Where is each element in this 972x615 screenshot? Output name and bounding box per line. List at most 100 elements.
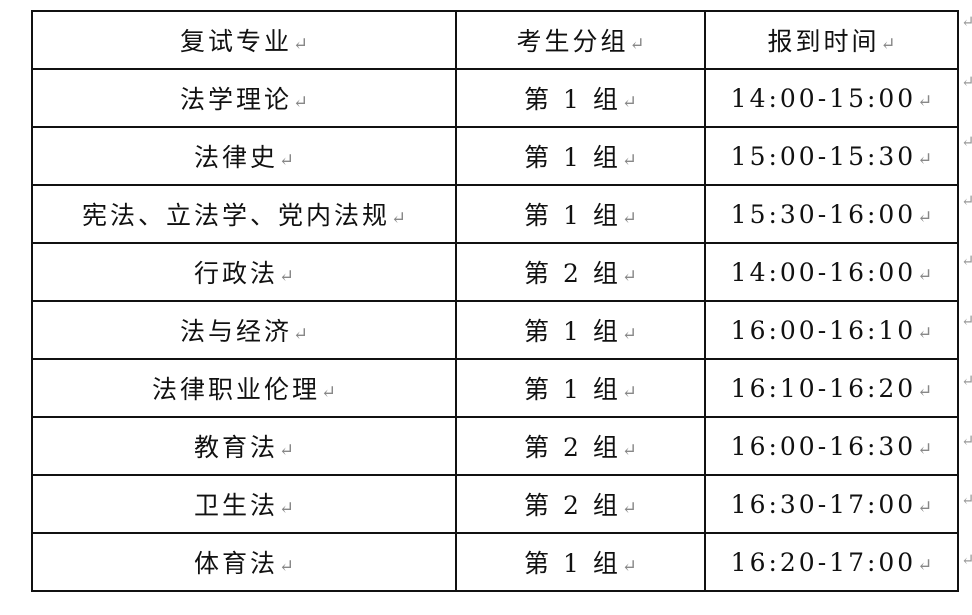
paragraph-return-icon: ↵ (629, 34, 645, 55)
cell-text: 法学理论 (179, 85, 292, 114)
header-row: 复试专业↵ 考生分组↵ 报到时间↵ (31, 10, 959, 70)
row-end-mark-icon: ↵ (961, 311, 972, 330)
paragraph-return-icon: ↵ (278, 150, 295, 171)
cell-text: 法与经济 (179, 317, 292, 346)
cell-text: 法律史 (193, 143, 278, 172)
major-cell: 宪法、立法学、党内法规↵ (31, 184, 457, 244)
group-cell: 第 1 组↵ (455, 68, 706, 128)
time-cell: 14:00-15:00↵ (704, 68, 959, 128)
paragraph-return-icon: ↵ (621, 498, 637, 519)
major-cell: 行政法↵ (31, 242, 457, 302)
table-row: 法学理论↵ 第 1 组↵ 14:00-15:00↵ (31, 68, 959, 128)
paragraph-return-icon: ↵ (917, 264, 933, 286)
table-row: 教育法↵ 第 2 组↵ 16:00-16:30↵ (31, 416, 959, 476)
paragraph-return-icon: ↵ (621, 556, 637, 577)
group-cell: 第 1 组↵ (455, 300, 706, 360)
row-end-mark-icon: ↵ (961, 490, 972, 510)
major-cell: 教育法↵ (31, 416, 457, 476)
cell-text: 报到时间 (767, 27, 880, 56)
table-row: 法律史↵ 第 1 组↵ 15:00-15:30↵ (31, 126, 959, 186)
cell-text: 第 1 组 (524, 85, 621, 114)
row-end-mark-icon: ↵ (961, 550, 972, 570)
table-row: 法律职业伦理↵ 第 1 组↵ 16:10-16:20↵ (31, 358, 959, 418)
major-cell: 卫生法↵ (31, 474, 457, 534)
cell-text: 体育法 (193, 549, 278, 578)
major-cell: 法律史↵ (31, 126, 457, 186)
row-end-mark-icon: ↵ (961, 12, 972, 31)
table-row: 法与经济↵ 第 1 组↵ 16:00-16:10↵ (31, 300, 959, 360)
paragraph-return-icon: ↵ (621, 382, 637, 403)
paragraph-return-icon: ↵ (917, 206, 933, 228)
cell-text: 16:00-16:10 (730, 315, 917, 345)
paragraph-return-icon: ↵ (320, 382, 337, 403)
cell-text: 卫生法 (193, 491, 278, 520)
paragraph-return-icon: ↵ (390, 208, 407, 229)
table-row: 卫生法↵ 第 2 组↵ 16:30-17:00↵ (31, 474, 959, 534)
major-cell: 法学理论↵ (31, 68, 457, 128)
cell-text: 14:00-15:00 (730, 83, 917, 113)
cell-text: 第 2 组 (524, 433, 621, 462)
cell-text: 15:00-15:30 (730, 141, 917, 171)
paragraph-return-icon: ↵ (917, 438, 933, 460)
group-cell: 第 1 组↵ (455, 184, 706, 244)
paragraph-return-icon: ↵ (917, 496, 933, 518)
major-cell: 法与经济↵ (31, 300, 457, 360)
cell-text: 第 1 组 (524, 375, 621, 404)
paragraph-return-icon: ↵ (278, 498, 295, 519)
group-cell: 第 1 组↵ (455, 126, 706, 186)
row-end-mark-icon: ↵ (961, 71, 972, 91)
cell-text: 16:20-17:00 (730, 547, 917, 577)
paragraph-return-icon: ↵ (278, 440, 295, 461)
paragraph-return-icon: ↵ (292, 324, 309, 345)
header-group-cell: 考生分组↵ (455, 10, 706, 70)
cell-text: 复试专业 (179, 27, 292, 56)
time-cell: 15:00-15:30↵ (704, 126, 959, 186)
cell-text: 16:00-16:30 (730, 431, 917, 461)
cell-text: 第 1 组 (524, 317, 621, 346)
table-row: 宪法、立法学、党内法规↵ 第 1 组↵ 15:30-16:00↵ (31, 184, 959, 244)
group-cell: 第 2 组↵ (455, 416, 706, 476)
paragraph-return-icon: ↵ (278, 266, 295, 287)
table-row: 体育法↵ 第 1 组↵ 16:20-17:00↵ (31, 532, 959, 592)
time-cell: 16:00-16:10↵ (704, 300, 959, 360)
header-major-cell: 复试专业↵ (31, 10, 457, 70)
cell-text: 16:10-16:20 (730, 373, 917, 403)
table-row: 行政法↵ 第 2 组↵ 14:00-16:00↵ (31, 242, 959, 302)
paragraph-return-icon: ↵ (880, 34, 896, 55)
cell-text: 行政法 (193, 259, 278, 288)
header-time-cell: 报到时间↵ (704, 10, 959, 70)
paragraph-return-icon: ↵ (292, 92, 309, 113)
time-cell: 16:20-17:00↵ (704, 532, 959, 592)
paragraph-return-icon: ↵ (621, 324, 637, 345)
cell-text: 15:30-16:00 (730, 199, 917, 229)
row-end-mark-icon: ↵ (961, 251, 972, 271)
row-end-mark-icon: ↵ (961, 370, 972, 390)
group-cell: 第 1 组↵ (455, 358, 706, 418)
time-cell: 16:00-16:30↵ (704, 416, 959, 476)
major-cell: 法律职业伦理↵ (31, 358, 457, 418)
time-cell: 16:10-16:20↵ (704, 358, 959, 418)
paragraph-return-icon: ↵ (917, 554, 933, 576)
time-cell: 16:30-17:00↵ (704, 474, 959, 534)
row-end-mark-icon: ↵ (961, 430, 972, 450)
paragraph-return-icon: ↵ (278, 556, 295, 577)
group-cell: 第 1 组↵ (455, 532, 706, 592)
row-end-mark-icon: ↵ (961, 131, 972, 151)
cell-text: 考生分组 (516, 27, 629, 56)
cell-text: 第 1 组 (524, 201, 621, 230)
paragraph-return-icon: ↵ (621, 208, 637, 229)
cell-text: 第 1 组 (524, 143, 621, 172)
time-cell: 15:30-16:00↵ (704, 184, 959, 244)
paragraph-return-icon: ↵ (917, 380, 933, 402)
paragraph-return-icon: ↵ (292, 34, 309, 55)
paragraph-return-icon: ↵ (621, 92, 637, 113)
paragraph-return-icon: ↵ (917, 90, 933, 112)
cell-text: 14:00-16:00 (730, 257, 917, 287)
paragraph-return-icon: ↵ (917, 148, 933, 170)
cell-text: 第 1 组 (524, 549, 621, 578)
paragraph-return-icon: ↵ (917, 322, 933, 344)
cell-text: 16:30-17:00 (730, 489, 917, 519)
paragraph-return-icon: ↵ (621, 266, 637, 287)
cell-text: 宪法、立法学、党内法规 (81, 201, 390, 230)
paragraph-return-icon: ↵ (621, 440, 637, 461)
